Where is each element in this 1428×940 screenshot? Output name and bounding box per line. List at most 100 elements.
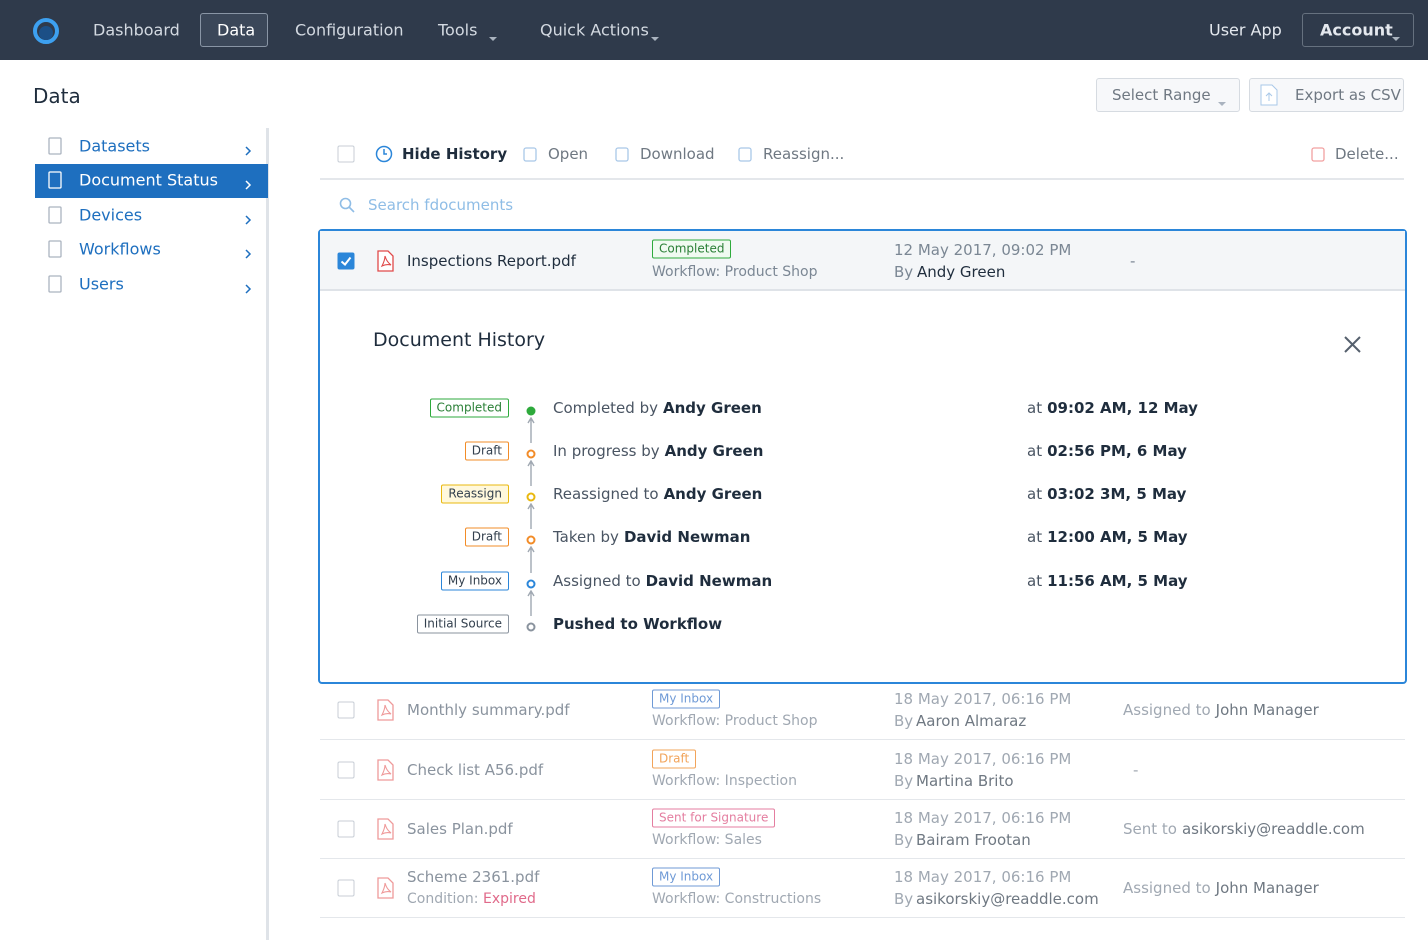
history-text: Pushed to Workflow bbox=[553, 615, 722, 633]
chevron-svg bbox=[245, 180, 252, 190]
timeline-dot-svg bbox=[526, 535, 536, 545]
note-value: John Manager bbox=[1215, 879, 1319, 897]
toolbar-icon-svg bbox=[1311, 147, 1325, 162]
history-time: at 12:00 AM, 5 May bbox=[1027, 528, 1188, 546]
history-badge: Completed bbox=[429, 398, 509, 418]
caret-svg bbox=[1218, 102, 1226, 106]
time-prefix: at bbox=[1027, 572, 1043, 590]
document-row[interactable] bbox=[320, 741, 1405, 800]
workflow: Workflow: Product Shop bbox=[652, 713, 818, 729]
sidebar-item[interactable]: Datasets bbox=[79, 136, 150, 156]
top-button[interactable] bbox=[1096, 78, 1240, 112]
sidebar-item[interactable]: Devices bbox=[79, 205, 143, 225]
event-action: Taken by bbox=[553, 528, 619, 546]
timeline-arrow bbox=[526, 502, 536, 529]
sidebar-icon bbox=[45, 136, 65, 156]
chevron-svg bbox=[245, 249, 252, 259]
event-action: In progress by bbox=[553, 442, 660, 460]
event-action: Assigned to bbox=[553, 572, 641, 590]
toolbar-action[interactable]: Hide History bbox=[402, 145, 508, 163]
doc-date: 12 May 2017, 09:02 PM bbox=[894, 241, 1072, 259]
nav-item[interactable]: Tools bbox=[438, 20, 478, 40]
event-person: Andy Green bbox=[664, 442, 764, 460]
toolbar-icon-svg bbox=[738, 147, 752, 162]
search-input[interactable]: Search fdocuments bbox=[368, 196, 514, 214]
timeline-arrow bbox=[526, 416, 536, 443]
status-badge: Sent for Signature bbox=[652, 808, 776, 828]
history-text: Assigned to David Newman bbox=[553, 572, 772, 590]
time-prefix: at bbox=[1027, 485, 1043, 503]
history-time: at 09:02 AM, 12 May bbox=[1027, 399, 1198, 417]
nav-item[interactable]: Dashboard bbox=[93, 20, 180, 40]
time-prefix: at bbox=[1027, 528, 1043, 546]
checkbox[interactable] bbox=[337, 879, 355, 897]
pdf-icon-svg bbox=[377, 250, 394, 272]
history-text: Reassigned to Andy Green bbox=[553, 485, 762, 503]
toolbar-icon bbox=[1309, 145, 1327, 163]
nav-item[interactable]: Quick Actions bbox=[540, 20, 649, 40]
note: Assigned to John Manager bbox=[1123, 701, 1319, 719]
timeline-arrow-svg bbox=[527, 545, 535, 573]
toolbar-icon bbox=[375, 145, 393, 163]
event-person: Pushed to Workflow bbox=[553, 615, 723, 633]
checkbox[interactable] bbox=[337, 761, 355, 779]
note-prefix: Assigned to bbox=[1123, 701, 1211, 719]
checkbox[interactable] bbox=[337, 252, 355, 270]
nav-item[interactable]: Data bbox=[217, 20, 256, 40]
chevron bbox=[244, 210, 252, 225]
timeline-arrow bbox=[526, 545, 536, 573]
sidebar-icon-svg bbox=[48, 137, 62, 155]
timeline-dot bbox=[525, 445, 537, 459]
timeline-arrow-svg bbox=[527, 589, 535, 616]
by-prefix: By bbox=[894, 890, 914, 908]
history-text: Taken by David Newman bbox=[553, 528, 750, 546]
pdf-icon-svg bbox=[377, 818, 394, 840]
caret-svg bbox=[651, 37, 659, 41]
document-row[interactable] bbox=[320, 800, 1405, 859]
timeline-dot bbox=[525, 402, 537, 416]
event-person: Andy Green bbox=[663, 485, 763, 503]
timeline-dot-svg bbox=[526, 492, 536, 502]
sidebar-item[interactable]: Users bbox=[79, 274, 124, 294]
nav-item[interactable]: Configuration bbox=[295, 20, 404, 40]
selected-row[interactable] bbox=[320, 231, 1405, 291]
nav-right-item[interactable]: Account bbox=[1320, 20, 1393, 40]
note: - bbox=[1133, 761, 1139, 779]
checkbox[interactable] bbox=[337, 820, 355, 838]
time-value: 03:02 3M, 5 May bbox=[1047, 485, 1187, 503]
by-name: Martina Brito bbox=[916, 772, 1014, 790]
timeline-arrow-svg bbox=[527, 416, 535, 443]
timeline-dot-svg bbox=[526, 449, 536, 459]
history-badge: Reassign bbox=[441, 484, 509, 504]
history-time: at 03:02 3M, 5 May bbox=[1027, 485, 1186, 503]
timeline-arrow bbox=[526, 459, 536, 486]
checkbox[interactable] bbox=[337, 701, 355, 719]
note-prefix: Assigned to bbox=[1123, 879, 1211, 897]
sidebar-item[interactable]: Document Status bbox=[79, 170, 218, 190]
history-badge: My Inbox bbox=[440, 571, 509, 591]
nav-right-item[interactable]: User App bbox=[1209, 20, 1282, 40]
sidebar-icon-svg bbox=[48, 171, 62, 189]
sidebar-icon bbox=[45, 274, 65, 294]
sidebar-item[interactable]: Workflows bbox=[79, 239, 161, 259]
document-row[interactable] bbox=[320, 681, 1405, 740]
sidebar-icon-svg bbox=[48, 206, 62, 224]
toolbar-divider bbox=[320, 178, 1404, 180]
toolbar-action[interactable]: Download bbox=[640, 145, 715, 163]
time-value: 11:56 AM, 5 May bbox=[1047, 572, 1188, 590]
toolbar-action[interactable]: Delete... bbox=[1335, 145, 1399, 163]
event-action: Reassigned to bbox=[553, 485, 659, 503]
document-row[interactable] bbox=[320, 859, 1405, 918]
caret bbox=[1391, 27, 1401, 41]
toolbar-action[interactable]: Reassign... bbox=[763, 145, 845, 163]
timeline-dot bbox=[525, 575, 537, 589]
checkbox[interactable] bbox=[337, 145, 355, 163]
toolbar-icon bbox=[736, 145, 754, 163]
sidebar-icon-svg bbox=[48, 275, 62, 293]
toolbar-icon-svg bbox=[375, 145, 393, 163]
sidebar-icon bbox=[45, 239, 65, 259]
pdf-icon-svg bbox=[377, 699, 394, 721]
doc-date: 18 May 2017, 06:16 PM bbox=[894, 868, 1072, 886]
toolbar-action[interactable]: Open bbox=[548, 145, 589, 163]
